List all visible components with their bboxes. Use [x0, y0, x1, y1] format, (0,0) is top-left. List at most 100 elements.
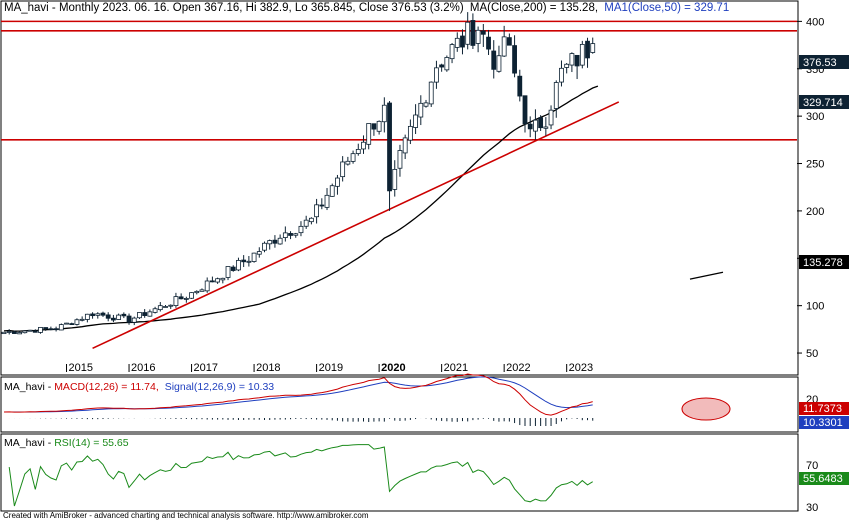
ma50-line — [3, 85, 599, 332]
ma50-path — [3, 85, 599, 332]
rsi-panel-frame — [0, 433, 799, 512]
candle-body — [84, 313, 90, 320]
candle-body — [553, 82, 559, 109]
candle-body — [480, 30, 486, 35]
macd-panel — [3, 373, 731, 426]
candle-body — [444, 57, 450, 71]
candle-body — [142, 312, 148, 316]
macd-line — [3, 373, 593, 416]
candle-body — [376, 120, 382, 132]
candle-body — [17, 332, 23, 335]
candle-body — [131, 317, 137, 323]
macd-highlight — [681, 397, 731, 421]
candle-body — [69, 323, 75, 325]
svg-text:10.3301: 10.3301 — [803, 417, 843, 429]
candle-body — [522, 95, 528, 125]
svg-text:135.278: 135.278 — [803, 257, 843, 269]
rsi-badge: 55.6483 — [799, 472, 849, 485]
candle-body — [251, 252, 257, 262]
candle-body — [585, 40, 590, 59]
candle-body — [381, 104, 387, 123]
candle-body — [298, 225, 304, 234]
candle-body — [22, 330, 28, 334]
candle-body — [361, 141, 366, 150]
candle-body — [204, 280, 210, 292]
candle-body — [387, 102, 392, 192]
x-tick-label: 2017 — [194, 362, 218, 374]
candle-body — [392, 168, 398, 190]
candle-body — [460, 35, 465, 48]
ma200-badge: 135.278 — [799, 255, 849, 269]
candle-body — [314, 204, 320, 218]
candle-body — [590, 43, 596, 53]
candle-body — [418, 102, 424, 118]
candle-body — [220, 277, 226, 281]
candle-body — [303, 219, 309, 227]
candle-body — [288, 233, 293, 236]
candle-body — [449, 44, 455, 60]
candle-body — [267, 240, 273, 245]
candle-body — [199, 289, 205, 292]
candle-body — [423, 102, 429, 107]
signal-badge: 10.3301 — [799, 416, 849, 429]
price-y-tick-label: 50 — [806, 348, 818, 360]
x-tick-label: 2020 — [381, 362, 405, 374]
candle-body — [345, 160, 351, 165]
candle-body — [277, 237, 283, 245]
candle-body — [163, 306, 168, 308]
x-tick-label: 2015 — [69, 362, 93, 374]
candle-body — [371, 123, 377, 130]
macd-header: MA_havi - MACD(12,26) = 11.74, Signal(12… — [4, 381, 274, 393]
trendline — [92, 101, 620, 350]
candle-body — [350, 153, 356, 162]
price-header: MA_havi - Monthly 2023. 06. 16. Open 367… — [4, 2, 729, 14]
candle-body — [246, 260, 252, 263]
footer-credit: Created with AmiBroker - advanced charti… — [3, 511, 369, 520]
rsi-panel — [8, 444, 593, 507]
svg-text:55.6483: 55.6483 — [803, 473, 843, 485]
candle-body — [329, 185, 335, 197]
candle-body — [486, 36, 491, 50]
price-y-tick-label: 200 — [806, 206, 824, 218]
candle-body — [324, 194, 330, 208]
candle-body — [215, 278, 221, 283]
candle-body — [79, 318, 85, 321]
candle-body — [74, 319, 80, 325]
signal-line — [4, 376, 593, 413]
candle-body — [121, 313, 127, 317]
rsi-tick-70: 70 — [806, 460, 818, 472]
candle-body — [168, 304, 174, 307]
candlesticks — [1, 12, 596, 335]
horizontal-lines — [1, 20, 797, 141]
ma200-segment — [689, 271, 724, 280]
candle-body — [559, 67, 564, 83]
candle-body — [116, 314, 122, 320]
x-axis: 2015 2016 2017 2018 2019 2020 2021 2022 2023 — [66, 362, 593, 374]
candle-body — [506, 37, 512, 46]
candle-body — [428, 81, 434, 105]
candle-body — [137, 312, 142, 319]
candle-body — [335, 177, 340, 187]
x-tick-label: 2023 — [569, 362, 593, 374]
candle-body — [95, 313, 101, 316]
candle-body — [501, 36, 507, 57]
candle-body — [439, 64, 445, 68]
candle-body — [6, 331, 12, 333]
candle-body — [454, 37, 460, 48]
candle-body — [470, 20, 476, 46]
x-tick-label: 2019 — [319, 362, 343, 374]
candle-body — [517, 75, 523, 97]
svg-text:329.714: 329.714 — [803, 97, 843, 109]
candle-body — [58, 324, 64, 331]
candle-body — [407, 125, 413, 141]
candle-body — [32, 330, 38, 333]
candle-body — [111, 317, 116, 321]
candle-body — [579, 44, 585, 66]
x-tick-label: 2022 — [506, 362, 530, 374]
candle-body — [209, 280, 215, 283]
price-y-tick-label: 400 — [806, 16, 824, 28]
candle-body — [402, 137, 408, 154]
candle-body — [434, 67, 439, 83]
candle-body — [574, 54, 580, 67]
